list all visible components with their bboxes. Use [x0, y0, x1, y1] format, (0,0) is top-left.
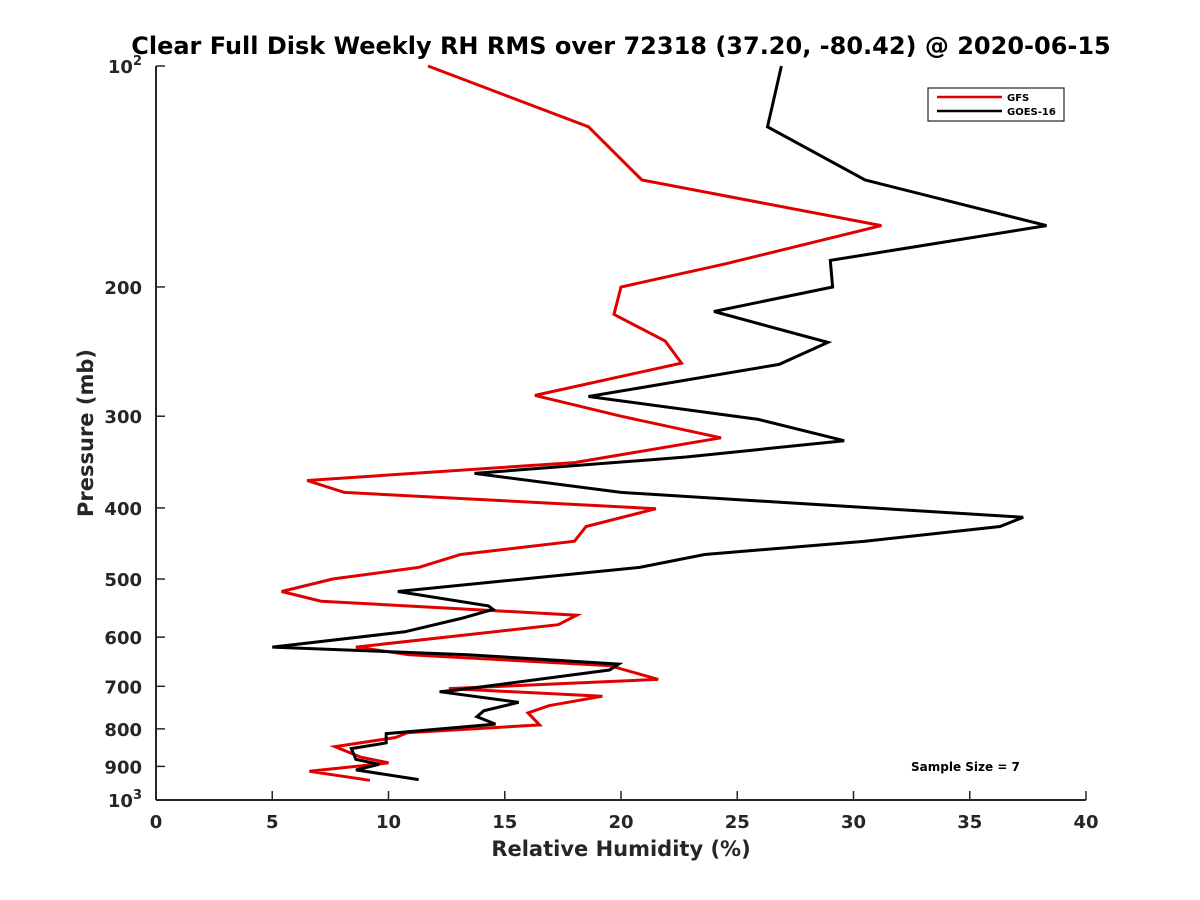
x-tick-label: 30	[841, 812, 866, 833]
y-tick-label: 200	[104, 278, 142, 299]
x-tick-label: 35	[957, 812, 982, 833]
x-tick-label: 5	[266, 812, 279, 833]
x-axis-label: Relative Humidity (%)	[491, 837, 750, 861]
y-tick-label: 900	[104, 757, 142, 778]
y-tick-label: 700	[104, 677, 142, 698]
y-tick-label: 500	[104, 570, 142, 591]
x-tick-label: 40	[1073, 812, 1098, 833]
y-tick-label: 300	[104, 407, 142, 428]
x-tick-label: 20	[608, 812, 633, 833]
x-ticks: 0 5 10 15 20 25 30 35 40	[150, 791, 1099, 833]
chart-title: Clear Full Disk Weekly RH RMS over 72318…	[131, 32, 1111, 60]
x-tick-label: 0	[150, 812, 163, 833]
plot-area	[155, 66, 1086, 801]
legend-box	[927, 87, 1065, 122]
y-tick-label: 400	[104, 499, 142, 520]
y-tick-label: 800	[104, 720, 142, 741]
series-line-goes16	[272, 65, 1047, 782]
y-axis-label: Pressure (mb)	[74, 349, 98, 517]
y-tick-label: 102	[108, 54, 142, 78]
series-line-gfs	[281, 64, 882, 782]
y-tick-label: 600	[104, 628, 142, 649]
series-lines	[272, 64, 1047, 782]
sample-size-annotation: Sample Size = 7	[911, 760, 1020, 774]
x-tick-label: 15	[492, 812, 517, 833]
legend-label-goes16: GOES-16	[1007, 107, 1056, 118]
y-tick-label: 103	[108, 788, 142, 812]
legend: GFS GOES-16	[927, 87, 1065, 122]
y-ticks: 102 200 300 400 500 600 700 800 900 103	[104, 54, 165, 812]
x-tick-label: 25	[725, 812, 750, 833]
x-tick-label: 10	[376, 812, 401, 833]
legend-label-gfs: GFS	[1007, 93, 1029, 104]
